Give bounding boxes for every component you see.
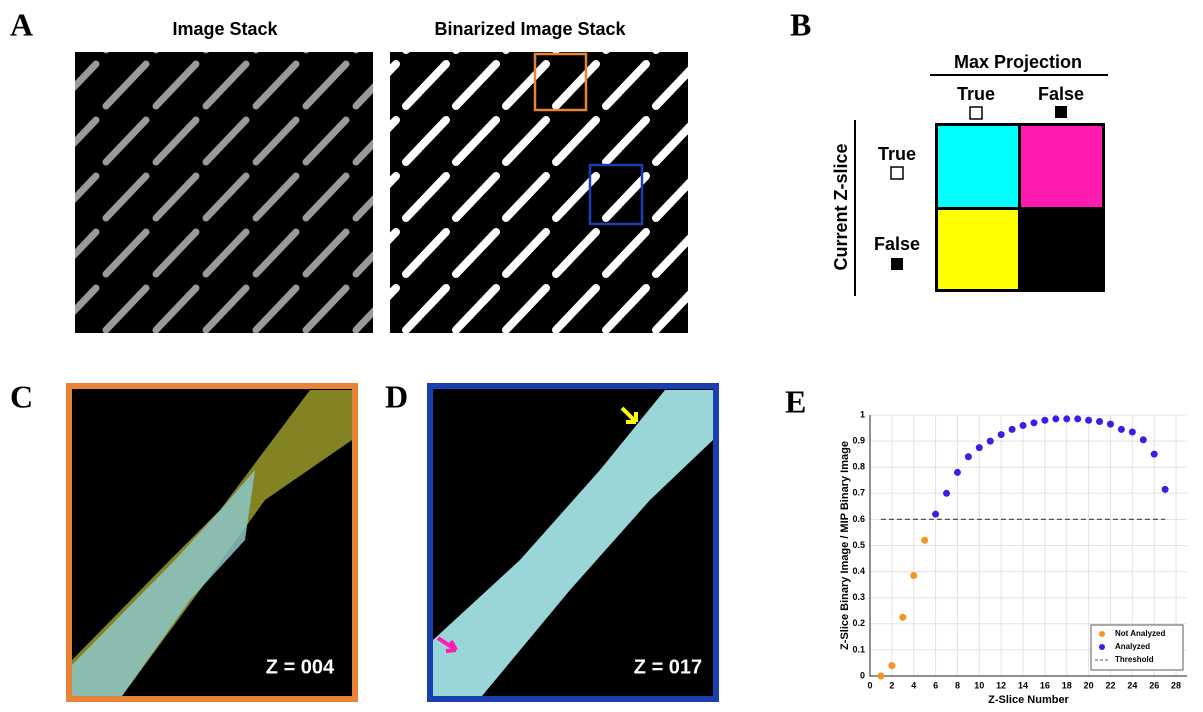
x-tick-label: 18 — [1062, 680, 1072, 690]
data-point — [954, 469, 961, 476]
legend-swatch — [1099, 631, 1105, 637]
data-point — [1118, 426, 1125, 433]
z-label: Z = 004 — [266, 656, 335, 678]
y-tick-label: 0.6 — [852, 514, 865, 524]
x-axis-label: Z-Slice Number — [988, 694, 1069, 706]
y-tick-label: 0.5 — [852, 540, 865, 550]
false-icon — [1055, 106, 1067, 118]
data-point — [877, 673, 884, 680]
panel-label: B — [790, 6, 811, 42]
y-tick-label: 0.7 — [852, 488, 865, 498]
x-tick-label: 24 — [1127, 680, 1137, 690]
legend-label: Threshold — [1115, 655, 1154, 664]
data-point — [1151, 451, 1158, 458]
y-tick-label: 0.9 — [852, 435, 865, 445]
column-label: True — [957, 84, 995, 104]
data-point — [998, 431, 1005, 438]
data-point — [1041, 417, 1048, 424]
cell-magenta — [1021, 126, 1102, 207]
x-tick-label: 2 — [889, 680, 894, 690]
data-point — [932, 511, 939, 518]
y-tick-label: 0.3 — [852, 592, 865, 602]
panel-label: A — [10, 6, 33, 42]
column-label: False — [1038, 84, 1084, 104]
panel-label: C — [10, 378, 33, 414]
x-tick-label: 14 — [1018, 680, 1028, 690]
matrix-row-title: Current Z-slice — [831, 143, 851, 270]
x-tick-label: 6 — [933, 680, 938, 690]
image-stack-fibers — [75, 52, 373, 333]
y-tick-label: 0.2 — [852, 618, 865, 628]
y-tick-label: 0 — [860, 670, 865, 680]
data-point — [1009, 426, 1016, 433]
panel-label: E — [785, 383, 806, 419]
data-point — [1162, 486, 1169, 493]
figure: A Image Stack Binarized Image Stack B Ma… — [0, 0, 1203, 707]
x-tick-label: 26 — [1149, 680, 1159, 690]
x-tick-label: 0 — [867, 680, 872, 690]
image-title: Binarized Image Stack — [434, 19, 626, 39]
legend-swatch — [1099, 644, 1105, 650]
data-point — [899, 614, 906, 621]
true-icon — [891, 167, 903, 179]
x-tick-label: 12 — [996, 680, 1006, 690]
data-point — [1030, 419, 1037, 426]
data-point — [1074, 415, 1081, 422]
data-point — [1052, 415, 1059, 422]
row-label: False — [874, 234, 920, 254]
legend-label: Analyzed — [1115, 642, 1150, 651]
data-point — [965, 453, 972, 460]
false-icon — [891, 258, 903, 270]
row-label: True — [878, 144, 916, 164]
data-point — [910, 572, 917, 579]
data-point — [888, 662, 895, 669]
data-point — [921, 537, 928, 544]
cell-yellow — [938, 210, 1018, 289]
data-point — [1140, 436, 1147, 443]
y-tick-label: 0.4 — [852, 566, 865, 576]
data-point — [943, 490, 950, 497]
true-icon — [970, 107, 982, 119]
data-point — [1085, 417, 1092, 424]
x-tick-label: 8 — [955, 680, 960, 690]
y-tick-label: 1 — [860, 409, 865, 419]
x-tick-label: 10 — [974, 680, 984, 690]
x-tick-label: 28 — [1171, 680, 1181, 690]
y-axis-label: Z-Slice Binary Image / MIP Binary Image — [839, 441, 851, 650]
data-point — [1020, 422, 1027, 429]
x-tick-label: 20 — [1084, 680, 1094, 690]
cell-cyan — [938, 126, 1018, 207]
z-label: Z = 017 — [634, 656, 702, 678]
x-tick-label: 4 — [911, 680, 916, 690]
y-tick-label: 0.1 — [852, 644, 865, 654]
data-point — [1107, 421, 1114, 428]
data-point — [1096, 418, 1103, 425]
legend-label: Not Analyzed — [1115, 629, 1165, 638]
binarized-stack-fibers — [390, 52, 688, 333]
matrix-title: Max Projection — [954, 52, 1082, 72]
x-tick-label: 22 — [1105, 680, 1115, 690]
data-point — [987, 438, 994, 445]
page: A Image Stack Binarized Image Stack B Ma… — [0, 0, 1203, 707]
image-title: Image Stack — [172, 19, 278, 39]
data-point — [1129, 428, 1136, 435]
x-tick-label: 16 — [1040, 680, 1050, 690]
panel-label: D — [385, 378, 408, 414]
y-tick-label: 0.8 — [852, 462, 865, 472]
data-point — [1063, 415, 1070, 422]
data-point — [976, 444, 983, 451]
